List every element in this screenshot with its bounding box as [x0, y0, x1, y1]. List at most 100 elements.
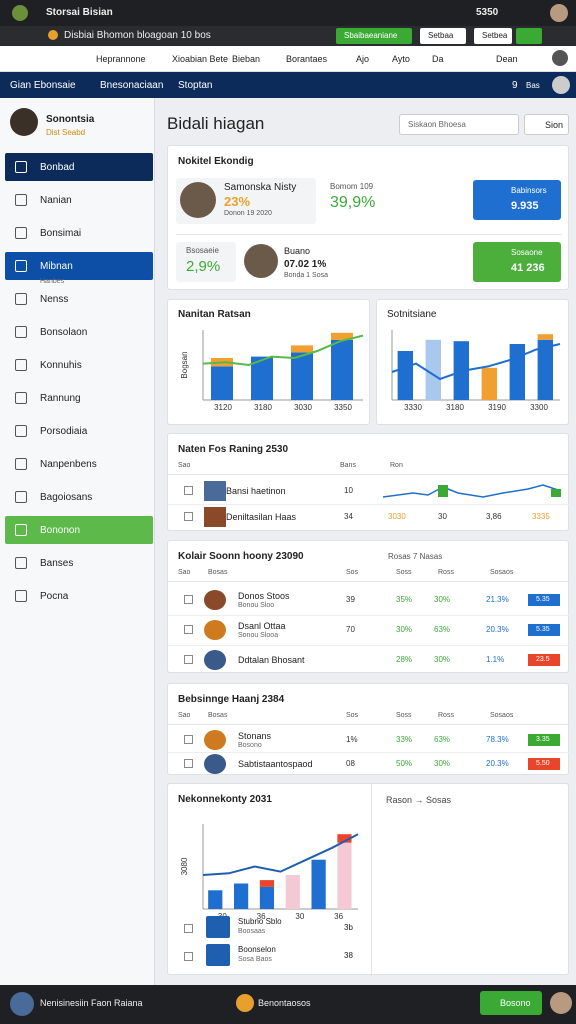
x-tick-label: 3350: [334, 403, 352, 412]
bookmark[interactable]: Xioabian Bete: [172, 54, 229, 64]
cell: 21.3%: [486, 595, 509, 604]
column-header: Ron: [390, 462, 403, 469]
toolbar-button[interactable]: Sbaibaeaniane: [336, 28, 412, 44]
checkbox[interactable]: [184, 486, 193, 495]
checkbox[interactable]: [184, 759, 193, 768]
toolbar-button[interactable]: Setbaa: [420, 28, 466, 44]
sidebar-item[interactable]: Banses: [5, 549, 153, 577]
person-value: 07.02 1%: [284, 259, 327, 270]
cell: 3,86: [486, 512, 502, 521]
cell: 63%: [434, 625, 451, 634]
taskbar-center: Benontaosos: [258, 998, 311, 1008]
checkbox[interactable]: [184, 595, 193, 604]
sparkline-mark: [438, 485, 448, 497]
profile-name: Sonontsia: [46, 114, 95, 125]
bookmark[interactable]: Borantaes: [286, 54, 328, 64]
cell: 70: [346, 625, 355, 634]
checkbox[interactable]: [184, 735, 193, 744]
toolbar-button[interactable]: [516, 28, 542, 44]
sidebar-item[interactable]: Nanpenbens: [5, 450, 153, 478]
stat-tile[interactable]: Babinsors 9.935: [473, 180, 561, 220]
bookmark[interactable]: Dean: [496, 54, 518, 64]
sidebar-item[interactable]: Rannung: [5, 384, 153, 412]
sidebar-item[interactable]: Nenss: [5, 285, 153, 313]
sidebar-item[interactable]: Bagoiosans: [5, 483, 153, 511]
toolbar-button[interactable]: Setbea: [474, 28, 512, 44]
user-name: Bas: [526, 81, 540, 90]
app-nav[interactable]: Bnesonaciaan: [100, 80, 164, 91]
taskbar-button[interactable]: Bosono: [480, 991, 542, 1015]
metric-label: Bsosaeie: [186, 246, 219, 255]
person-photo: [244, 244, 278, 278]
x-tick-label: 3180: [254, 403, 272, 412]
bar: [397, 351, 413, 400]
checkbox[interactable]: [184, 952, 193, 961]
stat-tile[interactable]: Sosaone 41 236: [473, 242, 561, 282]
column-header: Sos: [346, 569, 359, 576]
sidebar-icon: [15, 590, 27, 602]
cell: 30%: [434, 759, 451, 768]
sidebar-item[interactable]: Konnuhis: [5, 351, 153, 379]
cell: 1%: [346, 735, 358, 744]
cell: 10: [344, 486, 353, 495]
column-header: Bosas: [208, 712, 228, 719]
card: Kolair Soonn hoony 23090 Rosas 7 Nasas Sao…: [167, 540, 570, 673]
site-icon: [48, 30, 58, 40]
sidebar-label: Bonbad: [40, 162, 75, 173]
bookmark[interactable]: Ajo: [356, 54, 370, 64]
bookmark[interactable]: Ayto: [392, 54, 410, 64]
column-header: Sao: [178, 712, 191, 719]
sidebar-item[interactable]: Bonsimai: [5, 219, 153, 247]
sidebar-item[interactable]: Bonsolaon: [5, 318, 153, 346]
card: Naten Fos Raning 2530 Sao Bans Ron Bansi hae…: [167, 433, 570, 531]
taskbar-avatar: [550, 992, 572, 1014]
checkbox[interactable]: [184, 924, 193, 933]
checkbox[interactable]: [184, 512, 193, 521]
item-name: Stubno Sblo: [238, 917, 282, 926]
x-tick-label: 3030: [294, 403, 312, 412]
bar-cap: [537, 334, 553, 340]
bar: [285, 875, 300, 909]
sidebar-icon: [15, 392, 27, 404]
app-header: [0, 72, 576, 98]
search-button[interactable]: Sion: [524, 114, 569, 135]
tab-title: Storsai Bisian: [46, 7, 113, 18]
tab-close: [140, 5, 150, 19]
divider: [168, 615, 570, 616]
bookmark[interactable]: Heprannone: [96, 54, 146, 64]
x-tick-label: 3330: [404, 403, 422, 412]
tile-value: 9.935: [511, 200, 539, 212]
sidebar-item[interactable]: Nanian: [5, 186, 153, 214]
app-nav[interactable]: Stoptan: [178, 80, 213, 91]
checkbox[interactable]: [184, 655, 193, 664]
header-avatar: [552, 76, 570, 94]
cell: 08: [346, 759, 355, 768]
card-title: Nekonnekonty 2031: [178, 794, 272, 805]
sidebar-icon: [15, 557, 27, 569]
search-input[interactable]: Siskaon Bhoesa: [399, 114, 519, 135]
column-header: Sao: [178, 462, 191, 469]
checkbox[interactable]: [184, 625, 193, 634]
card: Bebsinnge Haanj 2384 Sao Bosas Sos Soss Ross S…: [167, 683, 570, 775]
sidebar-item[interactable]: Mibnan: [5, 252, 153, 280]
sidebar-item[interactable]: Porsodiaia: [5, 417, 153, 445]
profile-photo: [10, 108, 38, 136]
card-title: Sotnitsiane: [387, 309, 437, 320]
chevron: [548, 442, 558, 452]
cell: 30%: [434, 655, 451, 664]
bar-cap: [259, 880, 275, 887]
person-note: Bonda 1 Sosa: [284, 272, 328, 279]
sidebar-icon: [15, 491, 27, 503]
sidebar-item[interactable]: Bonbad: [5, 153, 153, 181]
row-thumb: [204, 754, 226, 774]
sidebar-label: Bagoiosans: [40, 492, 93, 503]
sidebar-icon: [15, 326, 27, 338]
sidebar-item[interactable]: Bononon: [5, 516, 153, 544]
taskbar-left: Nenisinesiin Faon Raiana: [40, 998, 143, 1008]
x-tick-label: 3180: [446, 403, 464, 412]
bar: [337, 842, 352, 909]
sidebar-item[interactable]: Pocna: [5, 582, 153, 610]
bookmark[interactable]: Da: [432, 54, 444, 64]
bookmark[interactable]: Bieban: [232, 54, 261, 64]
filter[interactable]: Rosas 7 Nasas: [388, 552, 443, 561]
